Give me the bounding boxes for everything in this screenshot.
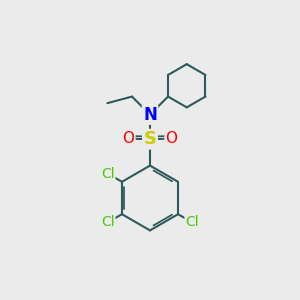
Text: N: N: [143, 106, 157, 124]
Text: Cl: Cl: [101, 215, 115, 230]
Text: Cl: Cl: [185, 215, 199, 230]
Text: O: O: [122, 131, 134, 146]
Text: S: S: [143, 130, 157, 148]
Text: Cl: Cl: [101, 167, 115, 181]
Text: O: O: [166, 131, 178, 146]
